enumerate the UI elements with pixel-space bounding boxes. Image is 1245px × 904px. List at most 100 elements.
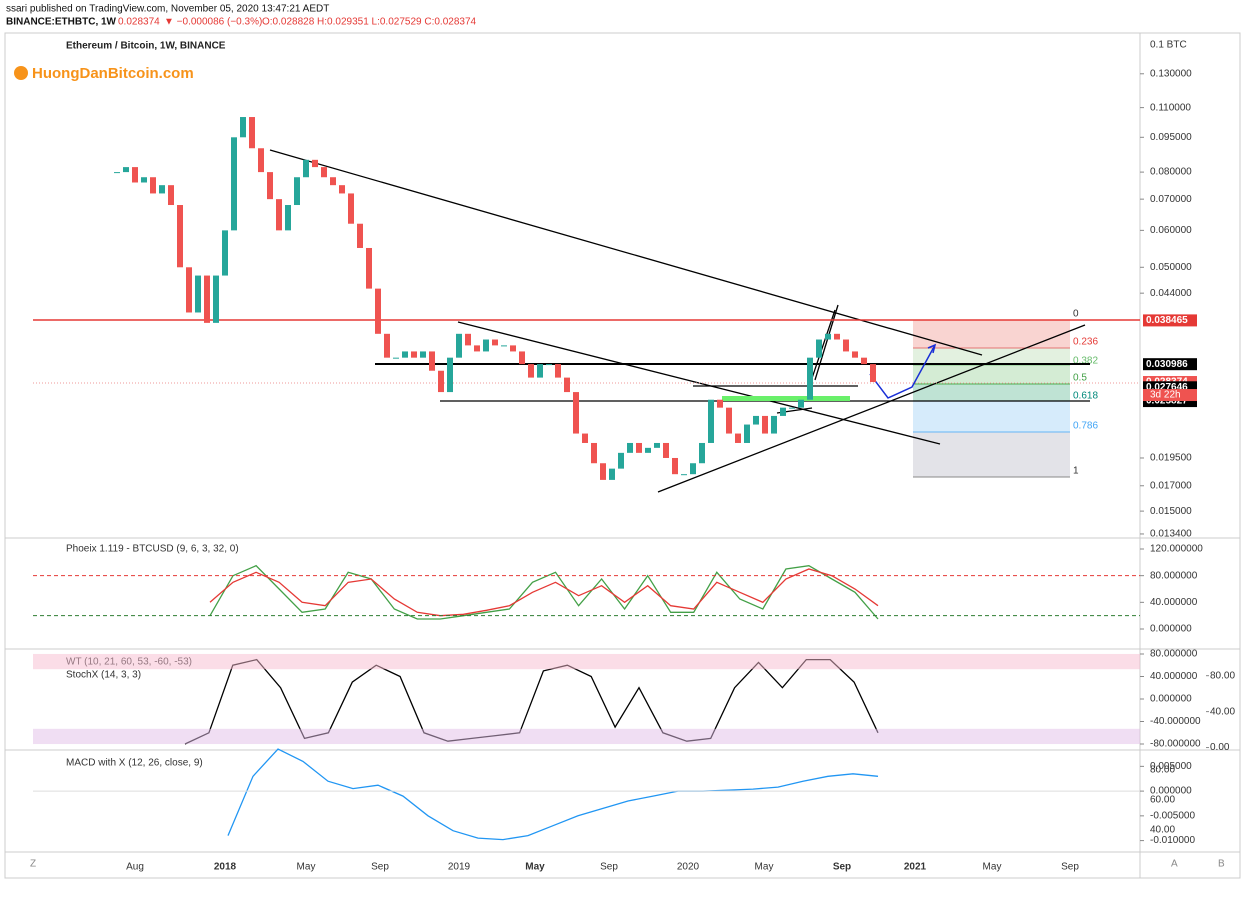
y-tick-label: 0.080000 [1150, 167, 1192, 178]
candle [429, 351, 435, 371]
candle [618, 452, 624, 469]
candle [537, 364, 543, 378]
fib-zone [913, 320, 1070, 348]
os-zone [33, 728, 1140, 745]
unit: 0.1 BTC [1150, 40, 1187, 51]
candle [573, 392, 579, 434]
candle [672, 457, 678, 475]
price-label-box [1143, 314, 1197, 327]
price-label-box [1143, 358, 1197, 371]
y-tick-label: 0.044000 [1150, 288, 1192, 299]
candle [591, 442, 597, 464]
y-tick-label: -80.000000 [1150, 739, 1201, 750]
button[interactable]: Z [30, 859, 36, 870]
pane-title: StochX (14, 3, 3) [66, 670, 141, 681]
candle [717, 399, 723, 408]
y2-tick-label: 80.00 [1150, 765, 1175, 776]
countdown-box [1143, 389, 1197, 402]
x-tick-label: Sep [371, 862, 389, 873]
candle [159, 185, 165, 194]
symbol: BINANCE:ETHBTC, 1W [6, 17, 117, 28]
channel-line [814, 304, 839, 381]
trend-line [657, 324, 1086, 493]
candle [393, 357, 399, 359]
publisher: ssari published on TradingView.com, Nove… [6, 4, 329, 15]
candle [141, 177, 147, 183]
x-tick-label: Sep [1061, 862, 1079, 873]
y-tick-label: 0.000000 [1150, 694, 1192, 705]
candle [870, 364, 876, 383]
candle [411, 351, 417, 358]
y-tick-label: 80.000000 [1150, 649, 1198, 660]
candle [690, 463, 696, 475]
candle [825, 333, 831, 340]
candle [267, 172, 273, 200]
candle [132, 167, 138, 183]
candle [321, 167, 327, 178]
x-tick-label: Sep [600, 862, 618, 873]
price-label: 0.025827 [1146, 396, 1188, 407]
candle [240, 117, 246, 138]
countdown: 3d 22h [1150, 390, 1181, 401]
y-tick-label: 0.070000 [1150, 194, 1192, 205]
candle [753, 415, 759, 425]
candle [501, 345, 507, 347]
price-label: 0.027646 [1146, 382, 1188, 393]
candle [483, 339, 489, 352]
candle [735, 433, 741, 443]
y-tick-label: 0.017000 [1150, 480, 1192, 491]
fib-label: 0.618 [1073, 391, 1098, 402]
zone [722, 396, 850, 401]
candle [456, 333, 462, 358]
candle [177, 205, 183, 268]
fib-label: 0.382 [1073, 356, 1098, 367]
y-tick-label: 40.000000 [1150, 671, 1198, 682]
candle [366, 247, 372, 289]
candle [843, 339, 849, 352]
candle [195, 275, 201, 313]
x-tick-label: Aug [126, 862, 144, 873]
candle [519, 351, 525, 365]
price-label: 0.038465 [1146, 315, 1188, 326]
arrow-head [927, 343, 937, 354]
y-tick-label: 0.130000 [1150, 68, 1192, 79]
change: ▼ −0.000086 (−0.3%) [164, 17, 262, 28]
candle [564, 377, 570, 393]
y2-tick-label: 40.00 [1210, 706, 1235, 717]
candle [708, 399, 714, 443]
y-tick-label: 0.050000 [1150, 262, 1192, 273]
candle [276, 199, 282, 231]
candle [510, 345, 516, 352]
candle [465, 333, 471, 346]
fib-zone [913, 432, 1070, 477]
button[interactable]: B [1218, 859, 1225, 870]
fib-zone [913, 365, 1070, 384]
y-tick-label: 120.000000 [1150, 544, 1203, 555]
candle [528, 364, 534, 378]
x-tick-label: May [525, 862, 545, 873]
candle [384, 333, 390, 358]
candle [555, 364, 561, 378]
x-tick-label: May [755, 862, 774, 873]
candle [303, 159, 309, 178]
candle [834, 333, 840, 340]
indicator-line [227, 748, 879, 841]
candle [663, 442, 669, 458]
y-tick-label: 0.095000 [1150, 132, 1192, 143]
candle [744, 424, 750, 443]
button[interactable]: A [1171, 859, 1178, 870]
x-tick-label: 2021 [904, 862, 927, 873]
candle [375, 288, 381, 334]
trend-line [269, 149, 983, 356]
y-tick-label: 40.000000 [1150, 597, 1198, 608]
x-tick-label: 2018 [214, 862, 237, 873]
pane-title: MACD with X (12, 26, close, 9) [66, 758, 203, 769]
projection [869, 344, 936, 399]
y-tick-label: 0.110000 [1150, 102, 1191, 113]
chart-title: Ethereum / Bitcoin, 1W, BINANCE [66, 41, 226, 52]
candle [582, 433, 588, 443]
candle [789, 407, 795, 409]
candle [492, 339, 498, 346]
fib-label: 0 [1073, 309, 1079, 320]
